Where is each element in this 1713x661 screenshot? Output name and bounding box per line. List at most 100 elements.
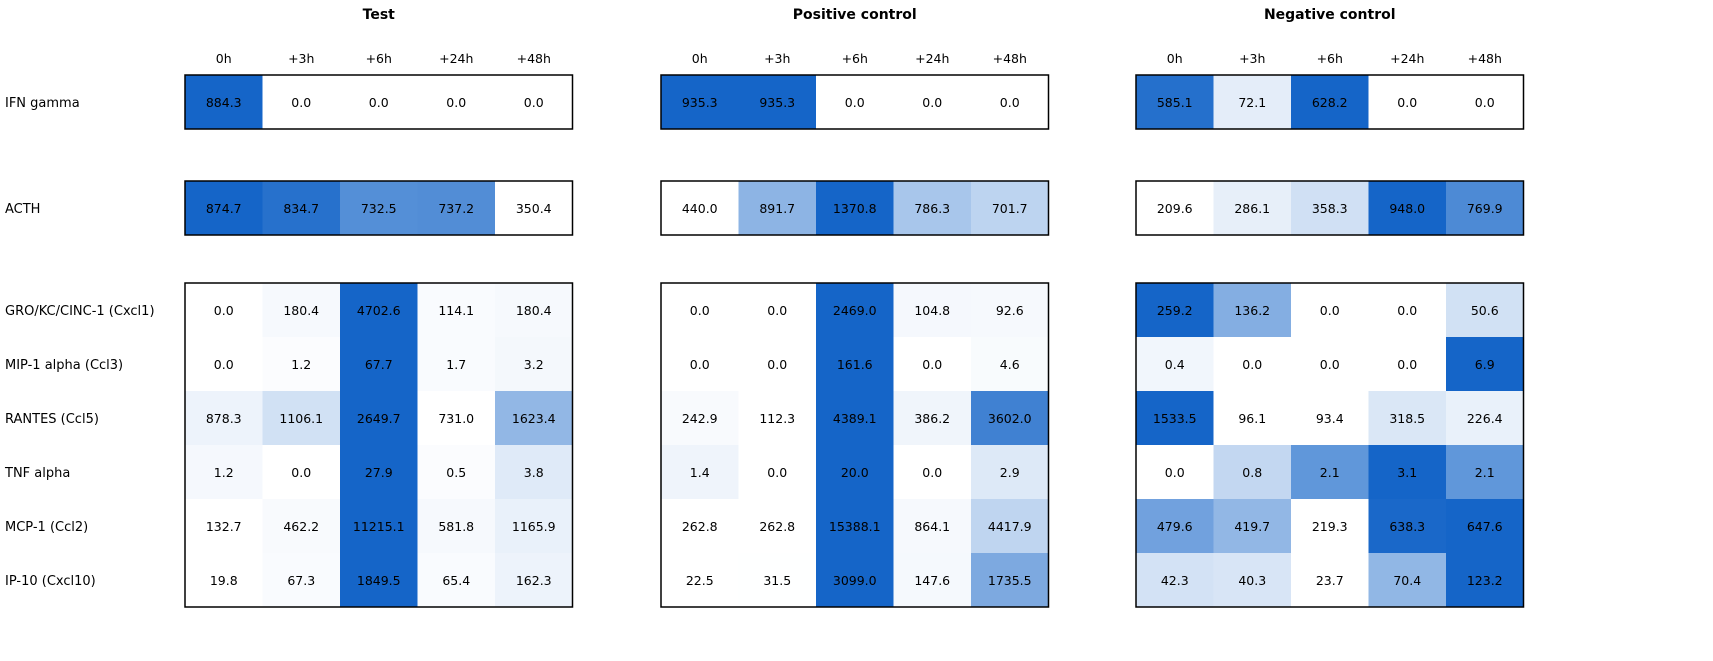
- cell-value-label: 0.0: [214, 303, 234, 318]
- cell-value-label: 0.5: [446, 465, 466, 480]
- cell-value-label: 0.0: [1397, 357, 1417, 372]
- cell-value-label: 0.0: [767, 357, 787, 372]
- timepoint-label: +24h: [915, 51, 949, 66]
- cell-value-label: 123.2: [1467, 573, 1503, 588]
- heatmap-cell: [1136, 181, 1214, 235]
- cell-value-label: 162.3: [516, 573, 552, 588]
- cell-value-label: 27.9: [365, 465, 393, 480]
- cell-value-label: 2.1: [1320, 465, 1340, 480]
- cell-value-label: 891.7: [759, 201, 795, 216]
- cell-value-label: 3099.0: [833, 573, 877, 588]
- cell-value-label: 65.4: [442, 573, 470, 588]
- heatmap-cell: [1136, 553, 1214, 607]
- heatmap-cell: [893, 283, 971, 337]
- heatmap-cell: [1368, 553, 1446, 607]
- heatmap-cell: [1446, 553, 1524, 607]
- heatmap-cell: [262, 391, 340, 445]
- heatmap-cell: [185, 499, 263, 553]
- cell-value-label: 23.7: [1316, 573, 1344, 588]
- panel-title: Negative control: [1264, 7, 1396, 23]
- cell-value-label: 67.3: [287, 573, 315, 588]
- heatmap-cell: [893, 181, 971, 235]
- timepoint-label: +24h: [439, 51, 473, 66]
- cell-value-label: 4.6: [1000, 357, 1020, 372]
- heatmap-cell: [1291, 75, 1369, 129]
- cell-value-label: 0.0: [690, 357, 710, 372]
- heatmap-cell: [738, 391, 816, 445]
- heatmap-cell: [893, 553, 971, 607]
- row-label: MIP-1 alpha (Ccl3): [5, 358, 123, 373]
- heatmap-cell: [661, 283, 739, 337]
- cell-value-label: 147.6: [914, 573, 950, 588]
- heatmap-cell: [340, 337, 418, 391]
- heatmap-cell: [893, 391, 971, 445]
- cell-value-label: 834.7: [283, 201, 319, 216]
- heatmap-cell: [340, 181, 418, 235]
- heatmap-cell: [816, 283, 894, 337]
- group-frame: [1135, 74, 1525, 130]
- group-frame: [1135, 282, 1525, 608]
- heatmap-cell: [495, 75, 573, 129]
- cell-value-label: 93.4: [1316, 411, 1344, 426]
- heatmap-cell: [1446, 283, 1524, 337]
- cell-value-label: 318.5: [1389, 411, 1425, 426]
- heatmap-cell: [262, 499, 340, 553]
- cell-value-label: 50.6: [1471, 303, 1499, 318]
- heatmap-cell: [495, 283, 573, 337]
- heatmap-cell: [661, 337, 739, 391]
- heatmap-cell: [816, 337, 894, 391]
- timepoint-label: +6h: [366, 51, 392, 66]
- cell-value-label: 0.0: [1320, 303, 1340, 318]
- heatmap-cell: [1136, 499, 1214, 553]
- cell-value-label: 0.0: [922, 465, 942, 480]
- cell-value-label: 2.9: [1000, 465, 1020, 480]
- cell-value-label: 0.0: [369, 95, 389, 110]
- cell-value-label: 581.8: [438, 519, 474, 534]
- heatmap-cell: [1368, 75, 1446, 129]
- cell-value-label: 440.0: [682, 201, 718, 216]
- cell-value-label: 72.1: [1238, 95, 1266, 110]
- heatmap-cell: [1291, 553, 1369, 607]
- cell-value-label: 1533.5: [1153, 411, 1197, 426]
- cell-value-label: 0.0: [1000, 95, 1020, 110]
- heatmap-cell: [738, 499, 816, 553]
- cell-value-label: 219.3: [1312, 519, 1348, 534]
- heatmap-cell: [1368, 391, 1446, 445]
- cell-value-label: 0.0: [291, 465, 311, 480]
- cell-value-label: 874.7: [206, 201, 242, 216]
- cell-value-label: 0.0: [1242, 357, 1262, 372]
- heatmap-cell: [661, 445, 739, 499]
- heatmap-cell: [185, 553, 263, 607]
- cell-value-label: 948.0: [1389, 201, 1425, 216]
- cell-value-label: 0.0: [1397, 303, 1417, 318]
- cell-value-label: 769.9: [1467, 201, 1503, 216]
- group-frame: [184, 282, 574, 608]
- heatmap-cell: [1446, 181, 1524, 235]
- cell-value-label: 878.3: [206, 411, 242, 426]
- heatmap-cell: [893, 75, 971, 129]
- cell-value-label: 22.5: [686, 573, 714, 588]
- heatmap-cell: [971, 181, 1049, 235]
- heatmap-cell: [661, 181, 739, 235]
- cell-value-label: 0.0: [1475, 95, 1495, 110]
- timepoint-label: +48h: [1468, 51, 1502, 66]
- heatmap-cell: [495, 181, 573, 235]
- cell-value-label: 15388.1: [829, 519, 881, 534]
- heatmap-cell: [1291, 283, 1369, 337]
- heatmap-cell: [738, 445, 816, 499]
- heatmap-cell: [1368, 499, 1446, 553]
- heatmap-cell: [495, 337, 573, 391]
- cell-value-label: 0.0: [446, 95, 466, 110]
- cell-value-label: 70.4: [1393, 573, 1421, 588]
- cell-value-label: 0.4: [1165, 357, 1185, 372]
- cell-value-label: 40.3: [1238, 573, 1266, 588]
- row-label: IP-10 (Cxcl10): [5, 574, 96, 589]
- cell-value-label: 262.8: [682, 519, 718, 534]
- heatmap-cell: [738, 553, 816, 607]
- heatmap-cell: [661, 553, 739, 607]
- heatmap-cell: [816, 181, 894, 235]
- heatmap-cell: [738, 75, 816, 129]
- heatmap-cell: [1136, 337, 1214, 391]
- timepoint-label: +48h: [993, 51, 1027, 66]
- cell-value-label: 0.0: [767, 303, 787, 318]
